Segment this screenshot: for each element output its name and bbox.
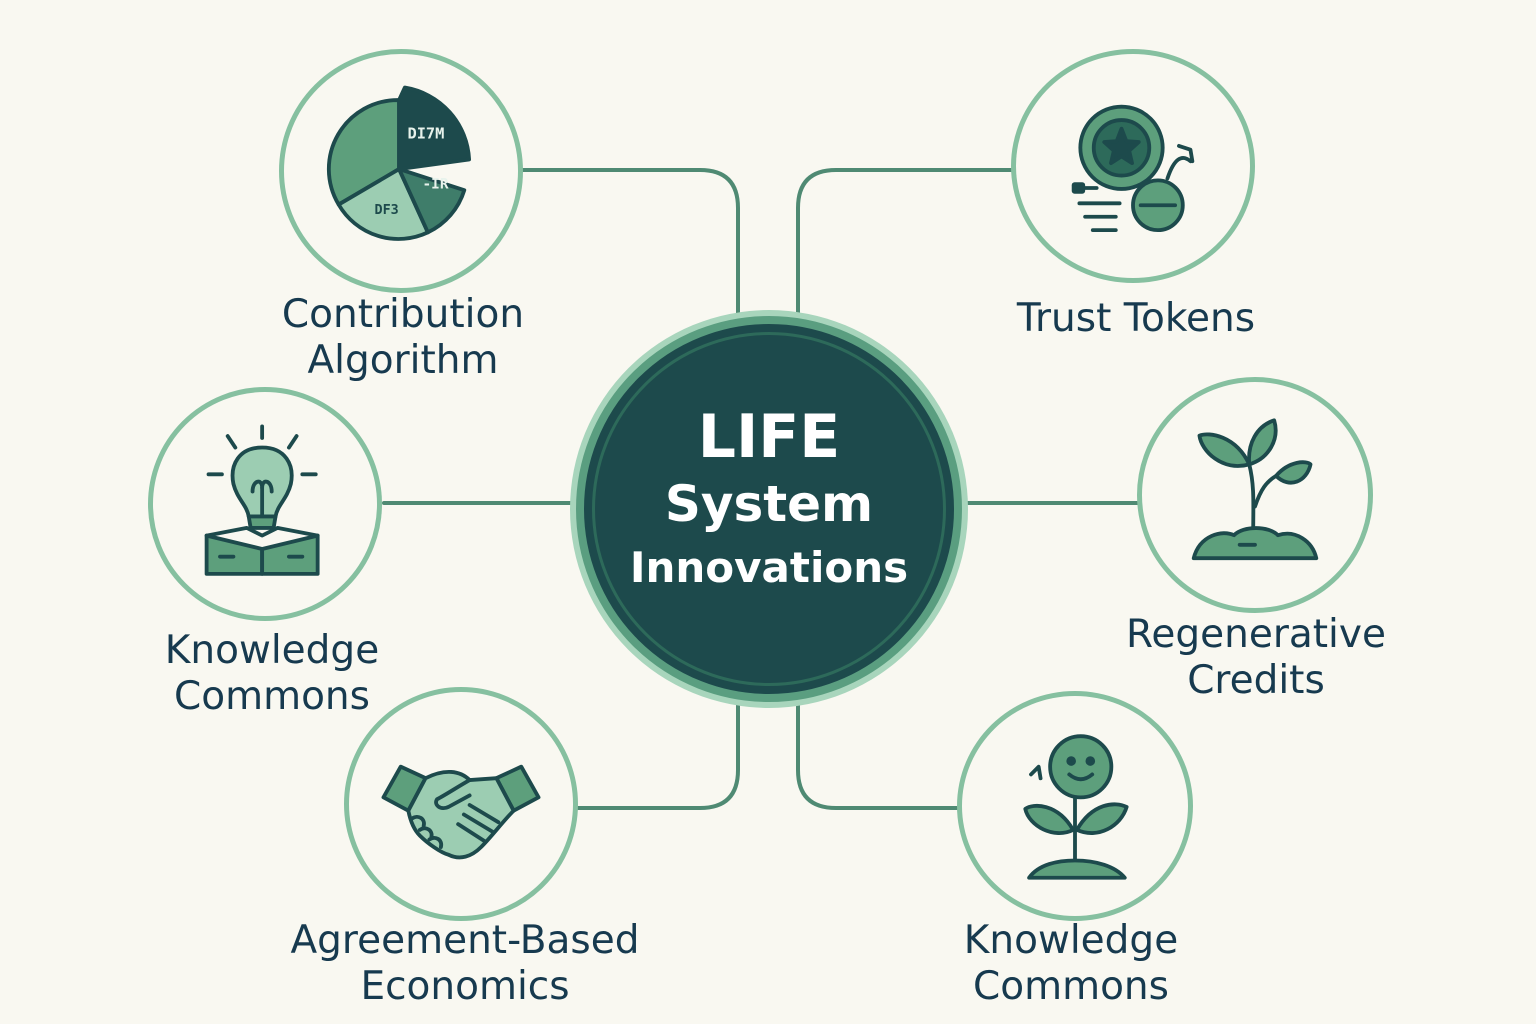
label-line-1: Contribution	[281, 292, 525, 337]
label-line-2: Credits	[1187, 658, 1325, 703]
node-trust-tokens	[1011, 49, 1255, 283]
connector-agreement-based-economics	[576, 698, 740, 810]
node-agreement-based-economics	[344, 687, 578, 921]
node-knowledge-commons-right	[957, 691, 1193, 921]
node-knowledge-commons-left	[148, 387, 382, 621]
center-hub: LIFE System Innovations	[576, 316, 962, 702]
center-title-line1: LIFE	[697, 402, 841, 472]
pie-label-2: -IR	[423, 176, 449, 192]
lightbulb-book-icon	[204, 424, 320, 576]
label-knowledge-commons-left: Knowledge Commons	[122, 628, 422, 720]
label-line-1: Knowledge	[963, 918, 1179, 963]
smiling-flower-icon	[1023, 734, 1129, 880]
connector-trust-tokens	[796, 168, 1016, 322]
sprout-icon	[1191, 418, 1319, 561]
node-regenerative-credits	[1137, 377, 1373, 613]
connector-knowledge-commons-right	[796, 698, 962, 810]
label-line-1: Knowledge	[164, 628, 380, 673]
label-line-1: Regenerative	[1126, 612, 1386, 657]
label-contribution-algorithm: Contribution Algorithm	[253, 292, 553, 384]
pie-label-1: DI7M	[407, 124, 444, 142]
connector-contribution-algorithm	[520, 168, 740, 322]
token-coins-icon	[1071, 104, 1195, 233]
node-contribution-algorithm: DI7M -IR DF3	[279, 49, 523, 293]
label-line-2: Economics	[360, 964, 570, 1009]
center-title-line3: Innovations	[629, 543, 909, 592]
label-trust-tokens: Trust Tokens	[986, 296, 1286, 342]
label-line-1: Trust Tokens	[1016, 296, 1256, 341]
label-knowledge-commons-right: Knowledge Commons	[921, 918, 1221, 1010]
label-regenerative-credits: Regenerative Credits	[1096, 612, 1416, 704]
label-line-2: Commons	[973, 964, 1169, 1009]
label-line-1: Agreement-Based	[290, 918, 640, 963]
pie-label-3: DF3	[375, 203, 399, 218]
label-agreement-based-economics: Agreement-Based Economics	[260, 918, 670, 1010]
center-title-line2: System	[664, 475, 874, 533]
center-hub-inner-ring	[592, 332, 946, 686]
handshake-icon	[381, 764, 541, 860]
pie-chart-icon: DI7M -IR DF3	[326, 85, 472, 241]
label-line-2: Commons	[174, 674, 370, 719]
label-line-2: Algorithm	[307, 338, 499, 383]
